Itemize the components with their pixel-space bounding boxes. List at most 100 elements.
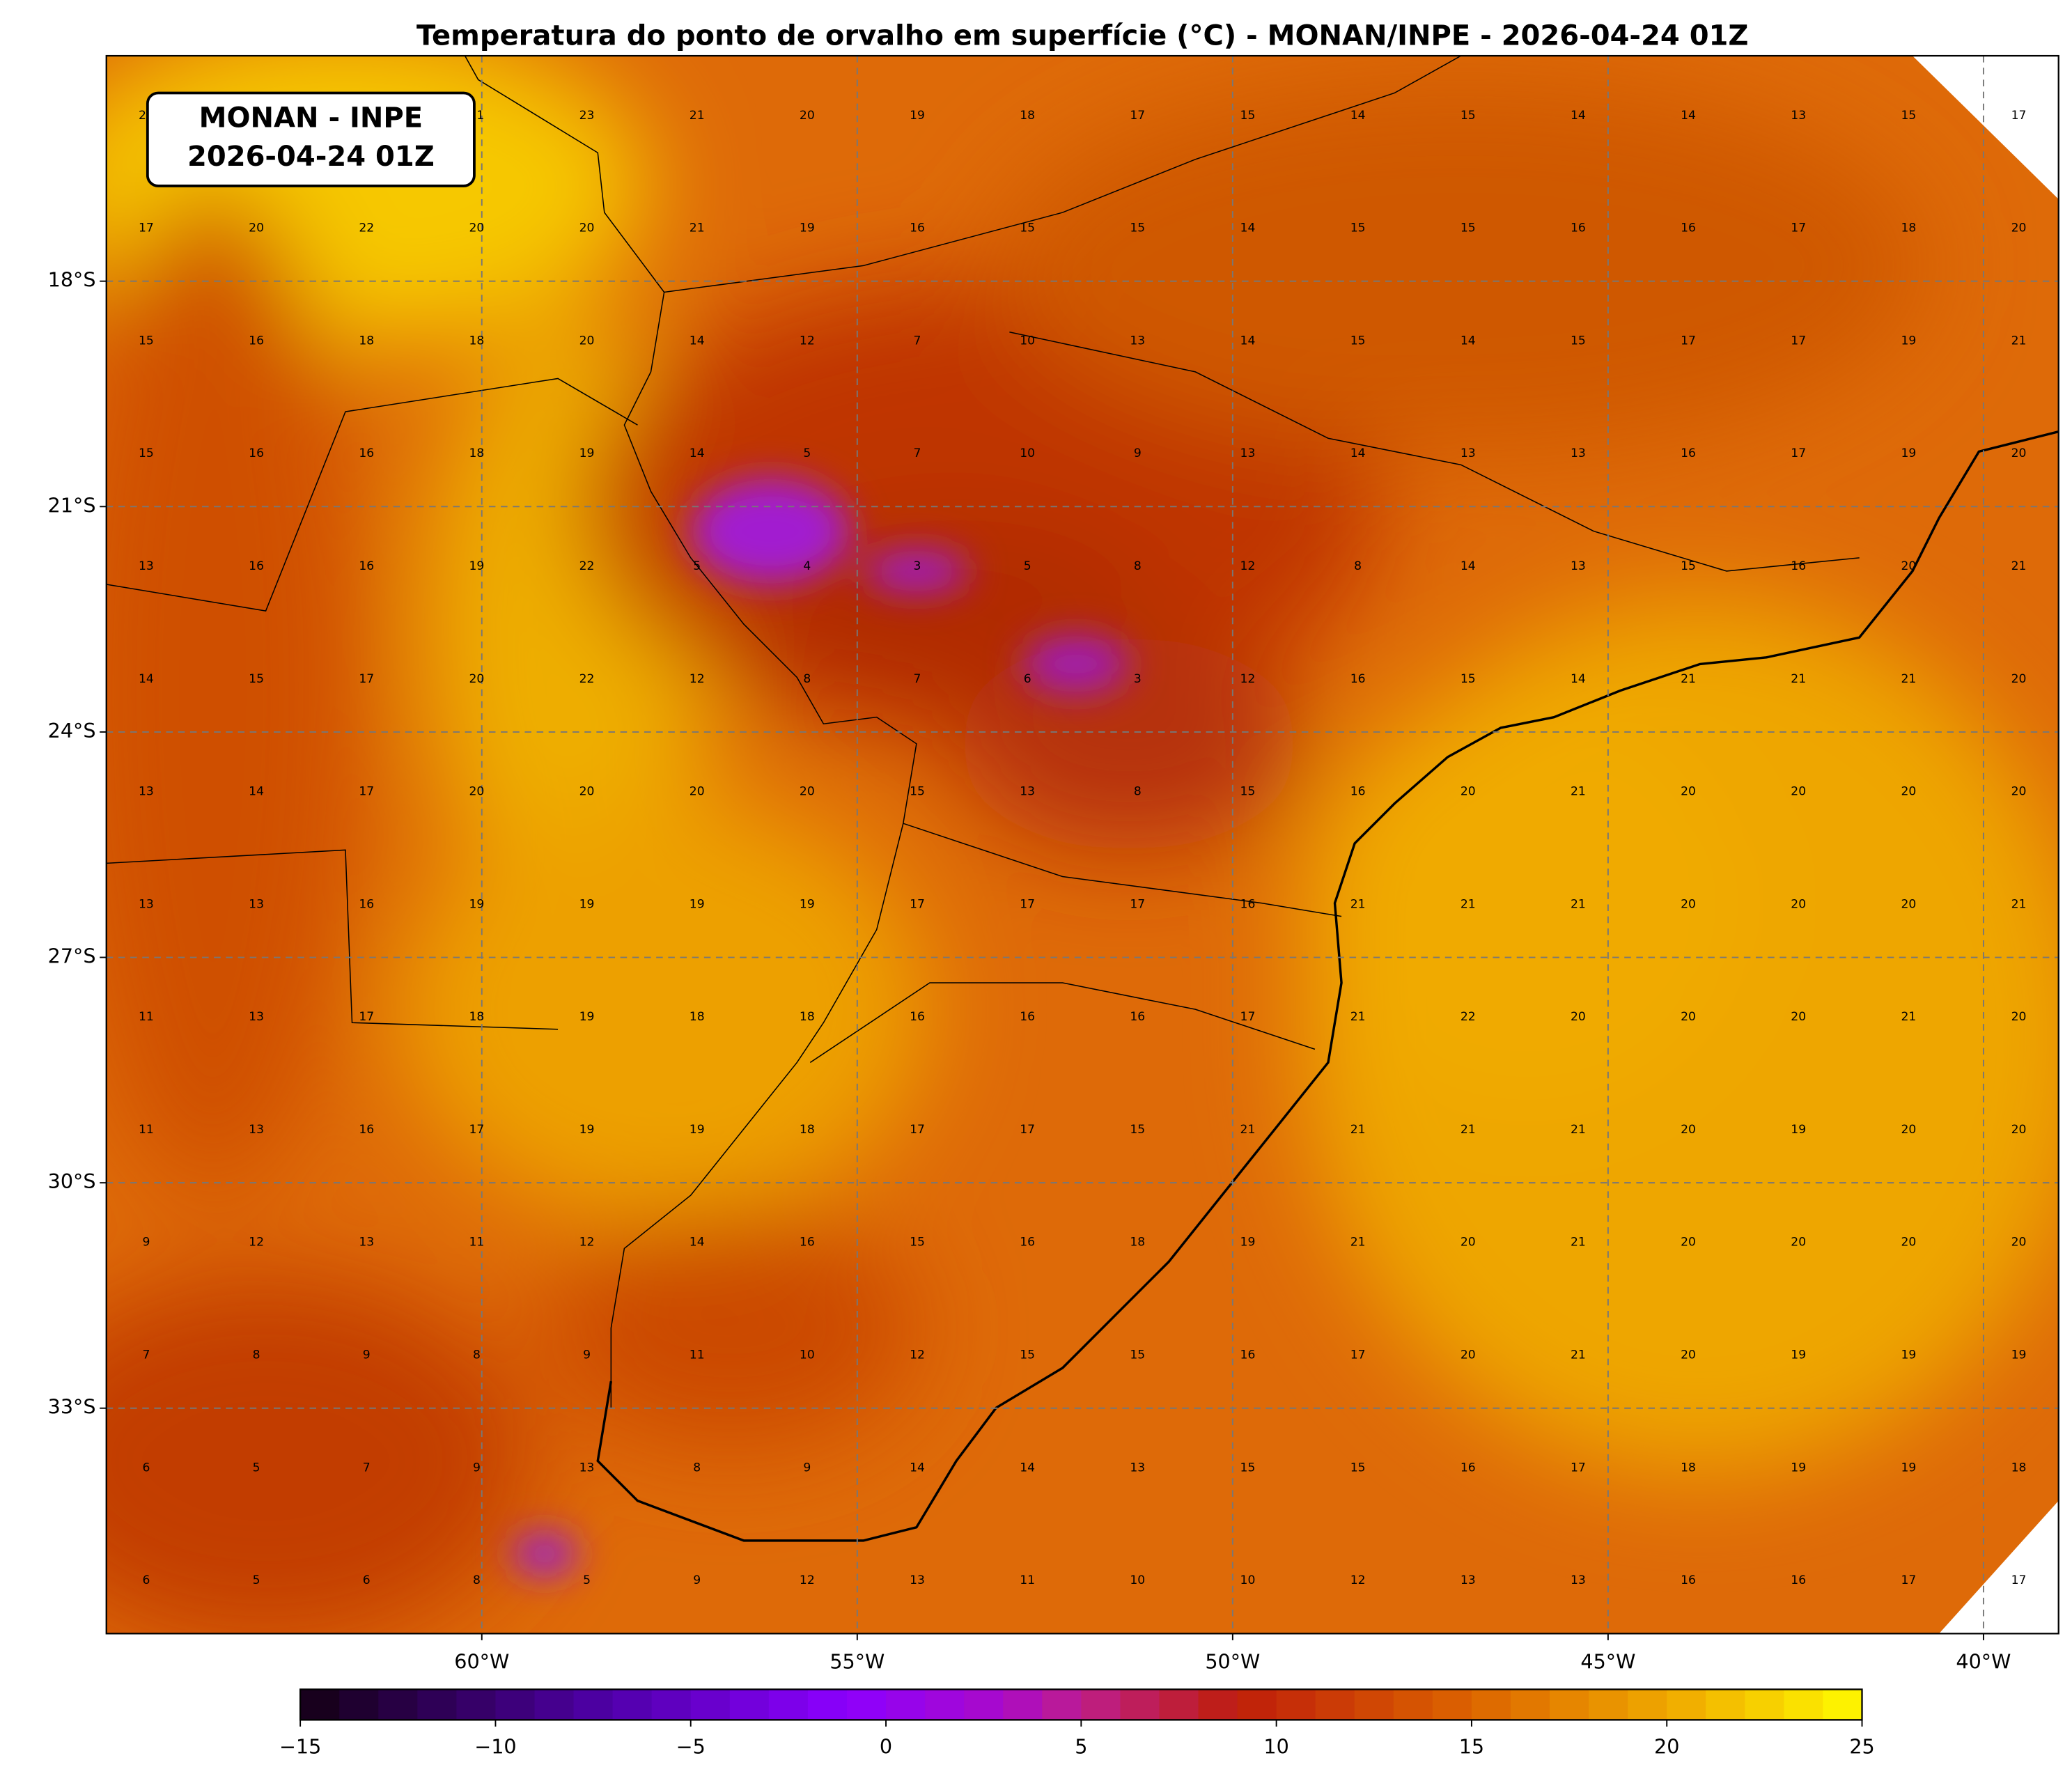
field-value: 20 <box>2011 672 2027 686</box>
field-value: 13 <box>139 897 154 911</box>
colorbar-segment <box>1745 1689 1785 1720</box>
stamp-line: 2026-04-24 01Z <box>187 141 435 173</box>
colorbar-segment <box>1081 1689 1121 1720</box>
field-value: 20 <box>2011 1236 2027 1250</box>
field-value: 6 <box>142 1573 150 1587</box>
field-value: 20 <box>1460 1236 1476 1250</box>
field-value: 12 <box>1350 1573 1366 1587</box>
colorbar-segment <box>1628 1689 1668 1720</box>
field-value: 20 <box>469 785 484 799</box>
field-value: 15 <box>139 446 154 460</box>
field-value: 15 <box>249 672 264 686</box>
field-value: 17 <box>1571 1461 1586 1475</box>
field-value: 8 <box>803 672 811 686</box>
field-value: 20 <box>1681 1348 1696 1362</box>
field-value: 9 <box>1134 446 1142 460</box>
borders <box>106 56 1860 1408</box>
field-value: 13 <box>579 1461 595 1475</box>
field-value: 17 <box>2011 1573 2027 1587</box>
colorbar-tick-label: 20 <box>1654 1734 1679 1758</box>
field-value: 15 <box>1130 1123 1145 1137</box>
field-value: 17 <box>1020 897 1035 911</box>
field-value: 12 <box>800 334 815 348</box>
field-value: 13 <box>359 1236 374 1250</box>
field-value: 10 <box>1130 1573 1145 1587</box>
field-value: 17 <box>1681 334 1696 348</box>
field-value: 18 <box>800 1123 815 1137</box>
field-value: 21 <box>1571 1236 1586 1250</box>
field-value: 15 <box>1240 109 1256 123</box>
field-value: 9 <box>693 1573 701 1587</box>
field-value: 16 <box>910 1010 925 1024</box>
field-value: 15 <box>1571 334 1586 348</box>
field-value: 17 <box>1130 897 1145 911</box>
field-value: 13 <box>1460 1573 1476 1587</box>
x-tick-label: 55°W <box>829 1649 885 1673</box>
field-value: 21 <box>1571 897 1586 911</box>
field-value: 15 <box>1020 1348 1035 1362</box>
field-value: 19 <box>579 897 595 911</box>
field-value: 20 <box>249 221 264 235</box>
field-value: 5 <box>253 1573 260 1587</box>
field-value: 17 <box>359 1010 374 1024</box>
field-value: 17 <box>139 221 154 235</box>
colorbar-segment <box>651 1689 692 1720</box>
field-value: 20 <box>579 221 595 235</box>
field-value: 16 <box>249 559 264 573</box>
field-value: 19 <box>1901 1348 1916 1362</box>
colorbar-tick-label: −5 <box>676 1734 706 1758</box>
field-value: 22 <box>1460 1010 1476 1024</box>
field-value: 6 <box>142 1461 150 1475</box>
field-value: 3 <box>914 559 921 573</box>
field-value: 15 <box>1350 334 1366 348</box>
field-value: 16 <box>800 1236 815 1250</box>
field-value: 15 <box>1130 221 1145 235</box>
field-value: 22 <box>579 672 595 686</box>
field-value: 20 <box>579 334 595 348</box>
field-value: 17 <box>1240 1010 1256 1024</box>
field-value: 21 <box>1571 1123 1586 1137</box>
field-value: 17 <box>1130 109 1145 123</box>
field-value: 17 <box>910 897 925 911</box>
field-value: 16 <box>359 1123 374 1137</box>
x-tick-label: 50°W <box>1205 1649 1260 1673</box>
y-tick-label: 18°S <box>48 268 96 292</box>
field-value: 15 <box>1130 1348 1145 1362</box>
field-value: 16 <box>359 559 374 573</box>
field-value: 15 <box>1240 785 1256 799</box>
field-value: 14 <box>690 446 705 460</box>
field-value: 17 <box>910 1123 925 1137</box>
field-value: 12 <box>690 672 705 686</box>
field-value: 14 <box>690 334 705 348</box>
field-value: 19 <box>1240 1236 1256 1250</box>
field-value: 14 <box>690 1236 705 1250</box>
field-value: 19 <box>579 446 595 460</box>
field-value: 19 <box>469 559 484 573</box>
field-value: 21 <box>1350 1010 1366 1024</box>
colorbar-segment <box>339 1689 380 1720</box>
field-value: 23 <box>579 109 595 123</box>
field-value: 20 <box>2011 446 2027 460</box>
field-value: 21 <box>1571 785 1586 799</box>
field-value: 7 <box>142 1348 150 1362</box>
field-value: 12 <box>249 1236 264 1250</box>
field-value: 8 <box>473 1348 481 1362</box>
field-value: 14 <box>1460 334 1476 348</box>
colorbar-tick-label: −15 <box>279 1734 321 1758</box>
field-value: 3 <box>1134 672 1142 686</box>
field-value: 15 <box>1460 221 1476 235</box>
y-tick-label: 30°S <box>48 1169 96 1193</box>
field-value: 16 <box>910 221 925 235</box>
field-value: 8 <box>1134 559 1142 573</box>
field-value: 20 <box>469 221 484 235</box>
field <box>106 56 2059 1634</box>
field-value: 20 <box>1791 1236 1806 1250</box>
field-value: 19 <box>1901 446 1916 460</box>
field-value: 19 <box>579 1123 595 1137</box>
field-value: 7 <box>914 446 921 460</box>
field-value: 18 <box>1901 221 1916 235</box>
x-tick-label: 45°W <box>1580 1649 1635 1673</box>
field-value: 16 <box>1350 785 1366 799</box>
